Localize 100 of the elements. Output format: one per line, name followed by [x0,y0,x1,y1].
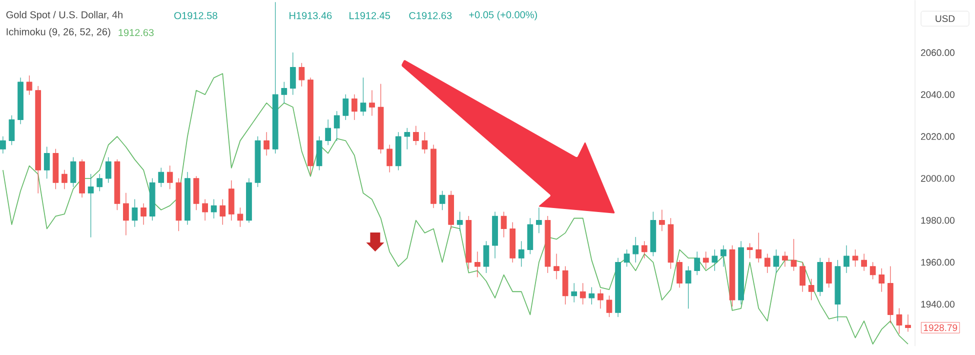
candlestick [316,136,322,171]
y-tick-label: 2060.00 [921,50,954,56]
candlestick [351,94,358,120]
candlestick [466,216,472,270]
text: 1928.79 [924,324,958,332]
candlestick [298,63,305,87]
candlestick [290,52,296,96]
candlestick [123,193,129,236]
candlestick [887,266,894,324]
y-tick-label: 1960.00 [921,259,954,266]
candlestick [369,90,375,116]
candlestick [729,245,736,307]
candlestick [536,208,542,234]
y-tick-label: 1980.00 [921,217,954,224]
candlestick [756,232,762,263]
candlestick [62,170,68,190]
candlestick [834,260,841,322]
candlestick [202,199,208,221]
candlestick [272,2,278,154]
candlestick [448,190,454,230]
candlestick [114,159,120,210]
candlestick [905,314,911,332]
candlestick [70,157,76,188]
candlestick [342,94,349,120]
candlestick [474,252,480,278]
candlestick [395,132,402,171]
y-tick-label: 2040.00 [921,91,954,98]
candlestick [659,210,665,232]
candlestick [817,258,824,296]
candlestick [738,241,744,305]
candlestick [149,178,156,221]
candlestick [52,149,59,190]
y-tick-label: 2000.00 [921,175,954,182]
candlestick [598,289,604,309]
candlestick [562,266,568,305]
candlestick [554,254,560,280]
candlestick [0,136,6,154]
candlestick [808,278,814,301]
candlestick [105,157,112,184]
annotation: 1912.63 [118,29,154,36]
candlestick [650,212,656,257]
candlestick [518,241,524,268]
candlestick [158,168,164,188]
y-tick-label: 1940.00 [921,301,954,308]
candlestick [510,222,516,263]
candlestick [132,199,138,228]
candlestick [500,212,507,238]
candlestick [615,258,621,318]
candlestick [527,218,534,254]
candlestick [844,245,850,274]
candlestick [870,262,876,280]
candlestick [580,283,586,305]
candlestick [422,132,428,154]
candlestick [228,180,234,221]
candlestick [18,78,24,124]
candlestick [430,144,436,208]
candlestick [826,258,832,288]
candlestick [800,262,806,292]
candlestick [712,250,718,272]
candlestick [35,86,42,194]
candlestick [360,78,366,116]
candlestick [790,239,797,272]
line-series [2,73,908,345]
candlestick [88,174,94,238]
candlestick [852,250,858,268]
candlestick [386,144,392,173]
candlestick [254,136,261,188]
candlestick [140,204,146,226]
candlestick [281,82,288,104]
candlestick [588,287,595,305]
candlestick [193,176,200,210]
candlestick [861,254,867,272]
candlestick [308,78,314,175]
candlestick [492,212,498,259]
candlestick [773,250,780,274]
annotation: O1912.58 [174,12,218,20]
candlestick [378,84,384,154]
candlestick [624,250,630,268]
candlestick [325,120,331,146]
annotation: L1912.45 [350,12,390,20]
candlestick [632,237,639,263]
candlestick [79,159,85,198]
candlestick [264,132,270,156]
candlestick [184,172,190,226]
candlestick [237,208,244,228]
candlestick [544,216,551,274]
candlestick [668,218,674,270]
candlestick [439,190,446,210]
candlestick [483,241,490,274]
candlestick [606,296,612,318]
annotation: C1912.63 [409,12,452,20]
candlestick [8,115,15,146]
candlestick [878,268,885,292]
y-tick-label: 2020.00 [921,133,954,140]
text: Gold Spot / U.S. Dollar, 4h [6,11,122,21]
candlestick [641,241,648,259]
candlestick [782,252,788,268]
annotation: H1913.46 [290,12,332,20]
candlestick [676,260,682,288]
candlestick [896,308,902,334]
